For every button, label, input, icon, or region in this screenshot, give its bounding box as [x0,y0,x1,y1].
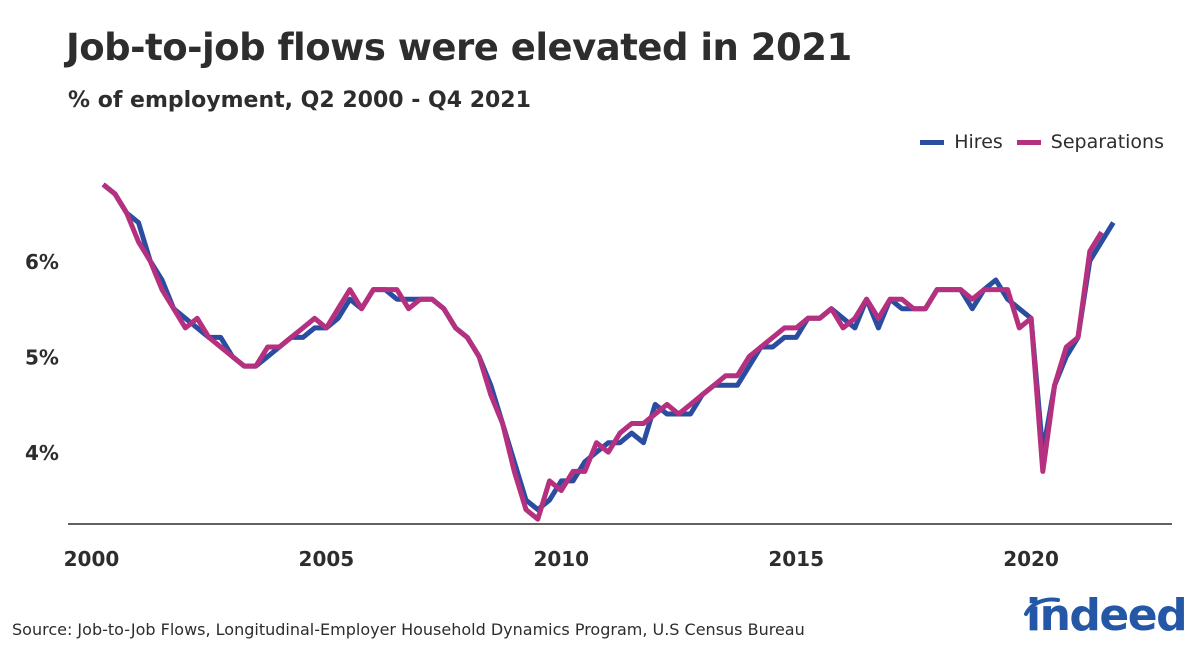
y-tick-label: 5% [25,346,59,370]
y-axis-ticks: 4% 5% 6% [25,250,59,465]
legend-item-separations: Separations [1016,131,1164,153]
series-line-hires [101,182,1116,513]
x-tick-label: 2015 [768,547,824,571]
series-lines [101,182,1116,522]
series-line-separations [101,182,1104,522]
x-tick-label: 2005 [299,547,355,571]
legend-item-hires: Hires [920,131,1003,153]
x-tick-label: 2010 [533,547,589,571]
legend-label-separations: Separations [1050,131,1164,153]
source-note: Source: Job-to-Job Flows, Longitudinal-E… [12,620,805,639]
x-axis-ticks: 2000 2005 2010 2015 2020 [64,547,1059,571]
indeed-logo: indeed [1026,590,1188,641]
legend-label-hires: Hires [954,131,1003,153]
x-tick-label: 2000 [64,547,120,571]
indeed-logo-arc-icon [1024,597,1060,616]
legend: Hires Separations [920,131,1164,153]
x-tick-label: 2020 [1003,547,1059,571]
legend-swatch-hires [920,139,945,145]
chart-title: Job-to-job flows were elevated in 2021 [66,26,852,69]
y-tick-label: 6% [25,250,59,274]
chart-subtitle: % of employment, Q2 2000 - Q4 2021 [68,88,531,113]
y-tick-label: 4% [25,441,59,465]
legend-swatch-separations [1016,139,1041,145]
